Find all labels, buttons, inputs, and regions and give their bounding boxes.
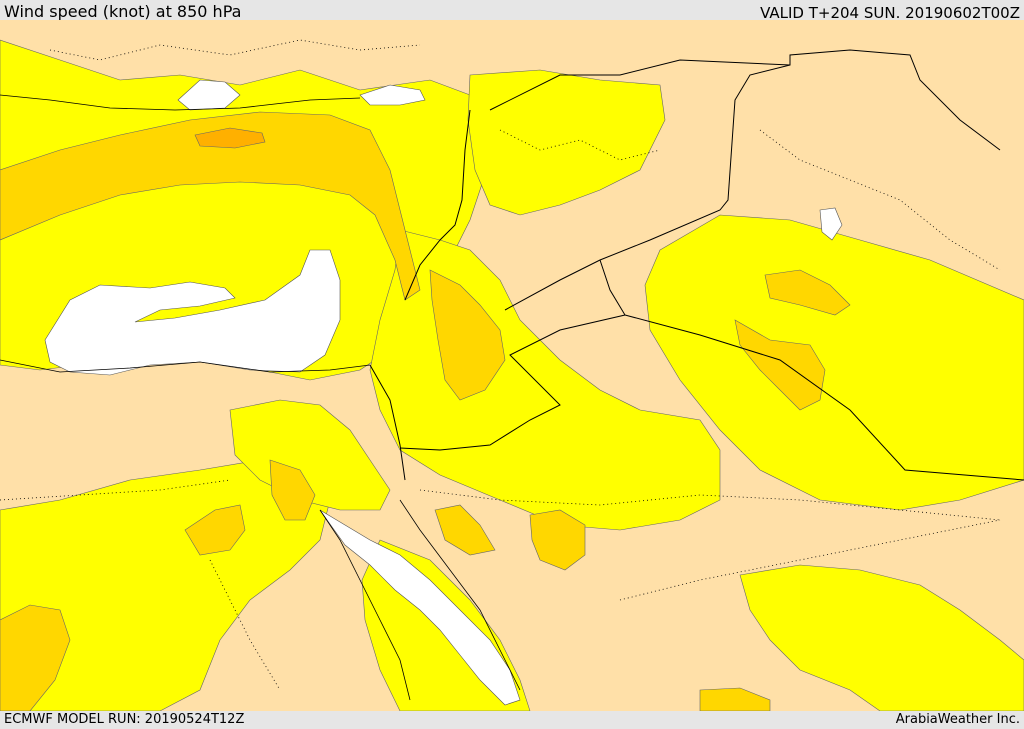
- moderate-wind-region-sinai: [229, 399, 391, 511]
- coastlines: [0, 94, 521, 701]
- wind-speed-map: [0, 20, 1024, 711]
- moderate-wind-region-southwest: [0, 459, 331, 711]
- calm-area-cyprus-north: [359, 84, 426, 106]
- footer-bar: ECMWF MODEL RUN: 20190524T12Z ArabiaWeat…: [0, 711, 1024, 729]
- calm-area-north: [177, 79, 241, 111]
- coastline-south-turkey: [0, 94, 361, 111]
- model-run: ECMWF MODEL RUN: 20190524T12Z: [4, 712, 245, 727]
- moderate-wind-region-north: [467, 69, 666, 216]
- fresh-wind-region-hejaz: [434, 504, 496, 556]
- coastline-levant: [404, 109, 471, 301]
- map-title: Wind speed (knot) at 850 hPa: [4, 2, 242, 21]
- border-jordan-saudi: [399, 259, 626, 451]
- fresh-wind-region-iraq-south: [734, 319, 826, 411]
- fresh-wind-region-jordan: [429, 269, 506, 401]
- credit-label: ArabiaWeather Inc.: [895, 712, 1020, 727]
- fresh-wind-region-iraq: [764, 269, 851, 316]
- province-line-egypt: [0, 479, 231, 501]
- fresh-wind-band-mediterranean: [0, 111, 421, 301]
- fresh-wind-region-egypt: [184, 504, 246, 556]
- province-line-syria: [499, 129, 661, 161]
- strong-wind-core: [194, 127, 266, 149]
- province-line-arabia-south: [619, 519, 1001, 601]
- border-iraq-west: [504, 64, 791, 311]
- country-borders: [369, 49, 1024, 481]
- coastline-north-africa: [0, 359, 371, 373]
- province-line-saudi: [419, 489, 1001, 521]
- coastline-red-sea-west: [319, 509, 411, 701]
- calm-area-red-sea: [319, 509, 521, 706]
- header-bar: Wind speed (knot) at 850 hPa VALID T+204…: [0, 0, 1024, 22]
- fresh-wind-region-south: [699, 687, 771, 711]
- moderate-wind-region-southeast: [739, 564, 1024, 711]
- calm-area-iraq: [819, 207, 843, 241]
- border-egypt-israel: [369, 364, 406, 481]
- border-syria-iraq: [489, 49, 1001, 151]
- fresh-wind-region-najd: [529, 509, 586, 571]
- coastline-red-sea-east: [399, 499, 521, 691]
- province-lines: [0, 39, 1001, 691]
- fresh-wind-region-sinai: [269, 459, 316, 521]
- valid-time: VALID T+204 SUN. 20190602T00Z: [760, 4, 1020, 22]
- fresh-wind-region-southwest: [0, 604, 71, 711]
- border-iraq-saudi: [624, 314, 1024, 481]
- calm-area-mediterranean: [44, 249, 341, 376]
